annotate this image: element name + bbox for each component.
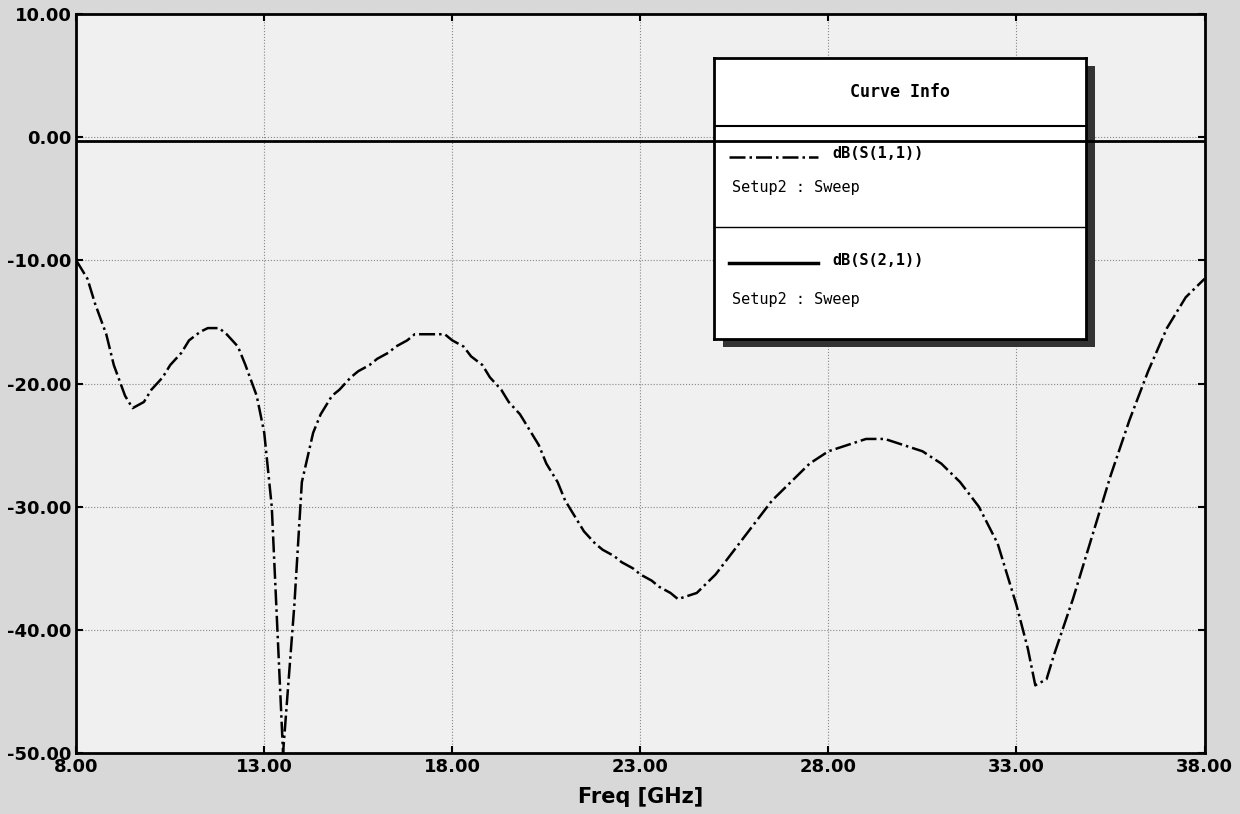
X-axis label: Freq [GHz]: Freq [GHz] [578, 787, 703, 807]
